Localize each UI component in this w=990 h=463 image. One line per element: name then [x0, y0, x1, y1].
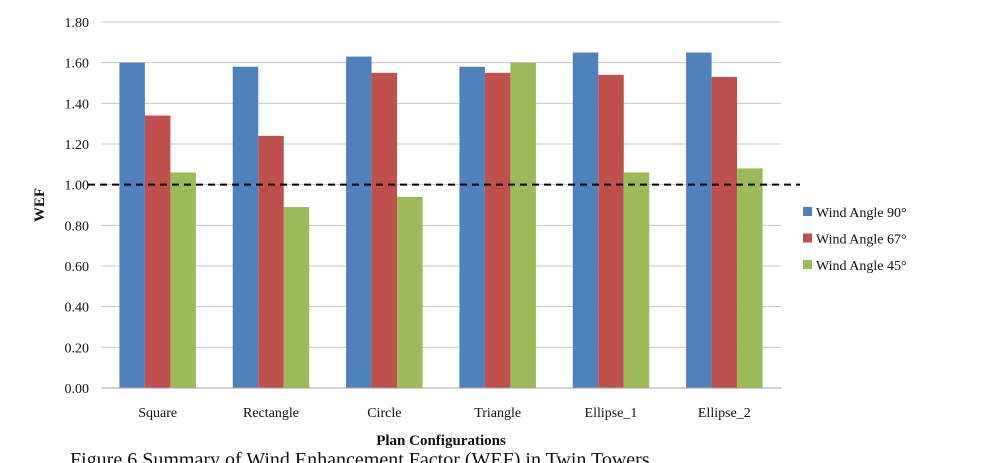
y-tick-label: 0.00 [65, 382, 90, 397]
x-tick-label: Circle [367, 406, 401, 421]
bar [232, 66, 259, 388]
bar [459, 66, 485, 388]
legend-swatch [803, 233, 812, 243]
legend-swatch [803, 207, 812, 216]
legend-label: Wind Angle 90° [816, 206, 907, 221]
bar [144, 115, 171, 389]
x-tick-label: Ellipse_2 [698, 406, 751, 421]
bar [346, 56, 372, 389]
x-tick-label: Ellipse_1 [585, 406, 638, 421]
y-tick-label: 1.00 [65, 179, 90, 194]
bars [119, 52, 763, 389]
gridlines [101, 21, 781, 389]
y-axis-tick-labels: 0.00 0.20 0.40 0.60 0.80 1.00 1.20 1.40 1.60 1.80 [65, 16, 90, 397]
y-axis-title: WEF [32, 188, 48, 222]
legend: Wind Angle 90° Wind Angle 67° Wind Angle 4… [803, 206, 907, 274]
bar [711, 76, 738, 389]
x-tick-label: Rectangle [243, 406, 299, 421]
bar [572, 52, 599, 388]
y-tick-label: 0.20 [65, 341, 90, 356]
y-tick-label: 1.40 [65, 97, 90, 112]
bar [371, 72, 398, 388]
x-axis-title: Plan Configurations [376, 433, 506, 449]
bar [737, 168, 763, 388]
y-tick-label: 1.60 [65, 57, 90, 72]
bar [686, 52, 712, 388]
bar [258, 135, 284, 388]
y-tick-label: 1.80 [65, 16, 90, 31]
bar [397, 196, 423, 388]
bar [283, 207, 310, 388]
figure-caption: Figure 6 Summary of Wind Enhancement Fac… [70, 449, 650, 463]
bar [119, 62, 145, 389]
y-tick-label: 0.80 [65, 219, 90, 234]
bar [170, 172, 196, 388]
legend-label: Wind Angle 67° [816, 233, 907, 248]
x-axis-tick-labels: Square Rectangle Circle Triangle Ellipse_1 El… [138, 406, 751, 421]
x-tick-label: Square [138, 406, 177, 421]
bar [598, 74, 624, 388]
bar [484, 72, 511, 388]
legend-swatch [803, 260, 812, 269]
y-tick-label: 0.40 [65, 301, 90, 316]
bar [623, 172, 650, 388]
legend-label: Wind Angle 45° [816, 259, 907, 274]
y-tick-label: 1.20 [65, 138, 90, 153]
bar [510, 62, 536, 389]
x-tick-label: Triangle [474, 406, 521, 421]
y-tick-label: 0.60 [65, 260, 90, 275]
